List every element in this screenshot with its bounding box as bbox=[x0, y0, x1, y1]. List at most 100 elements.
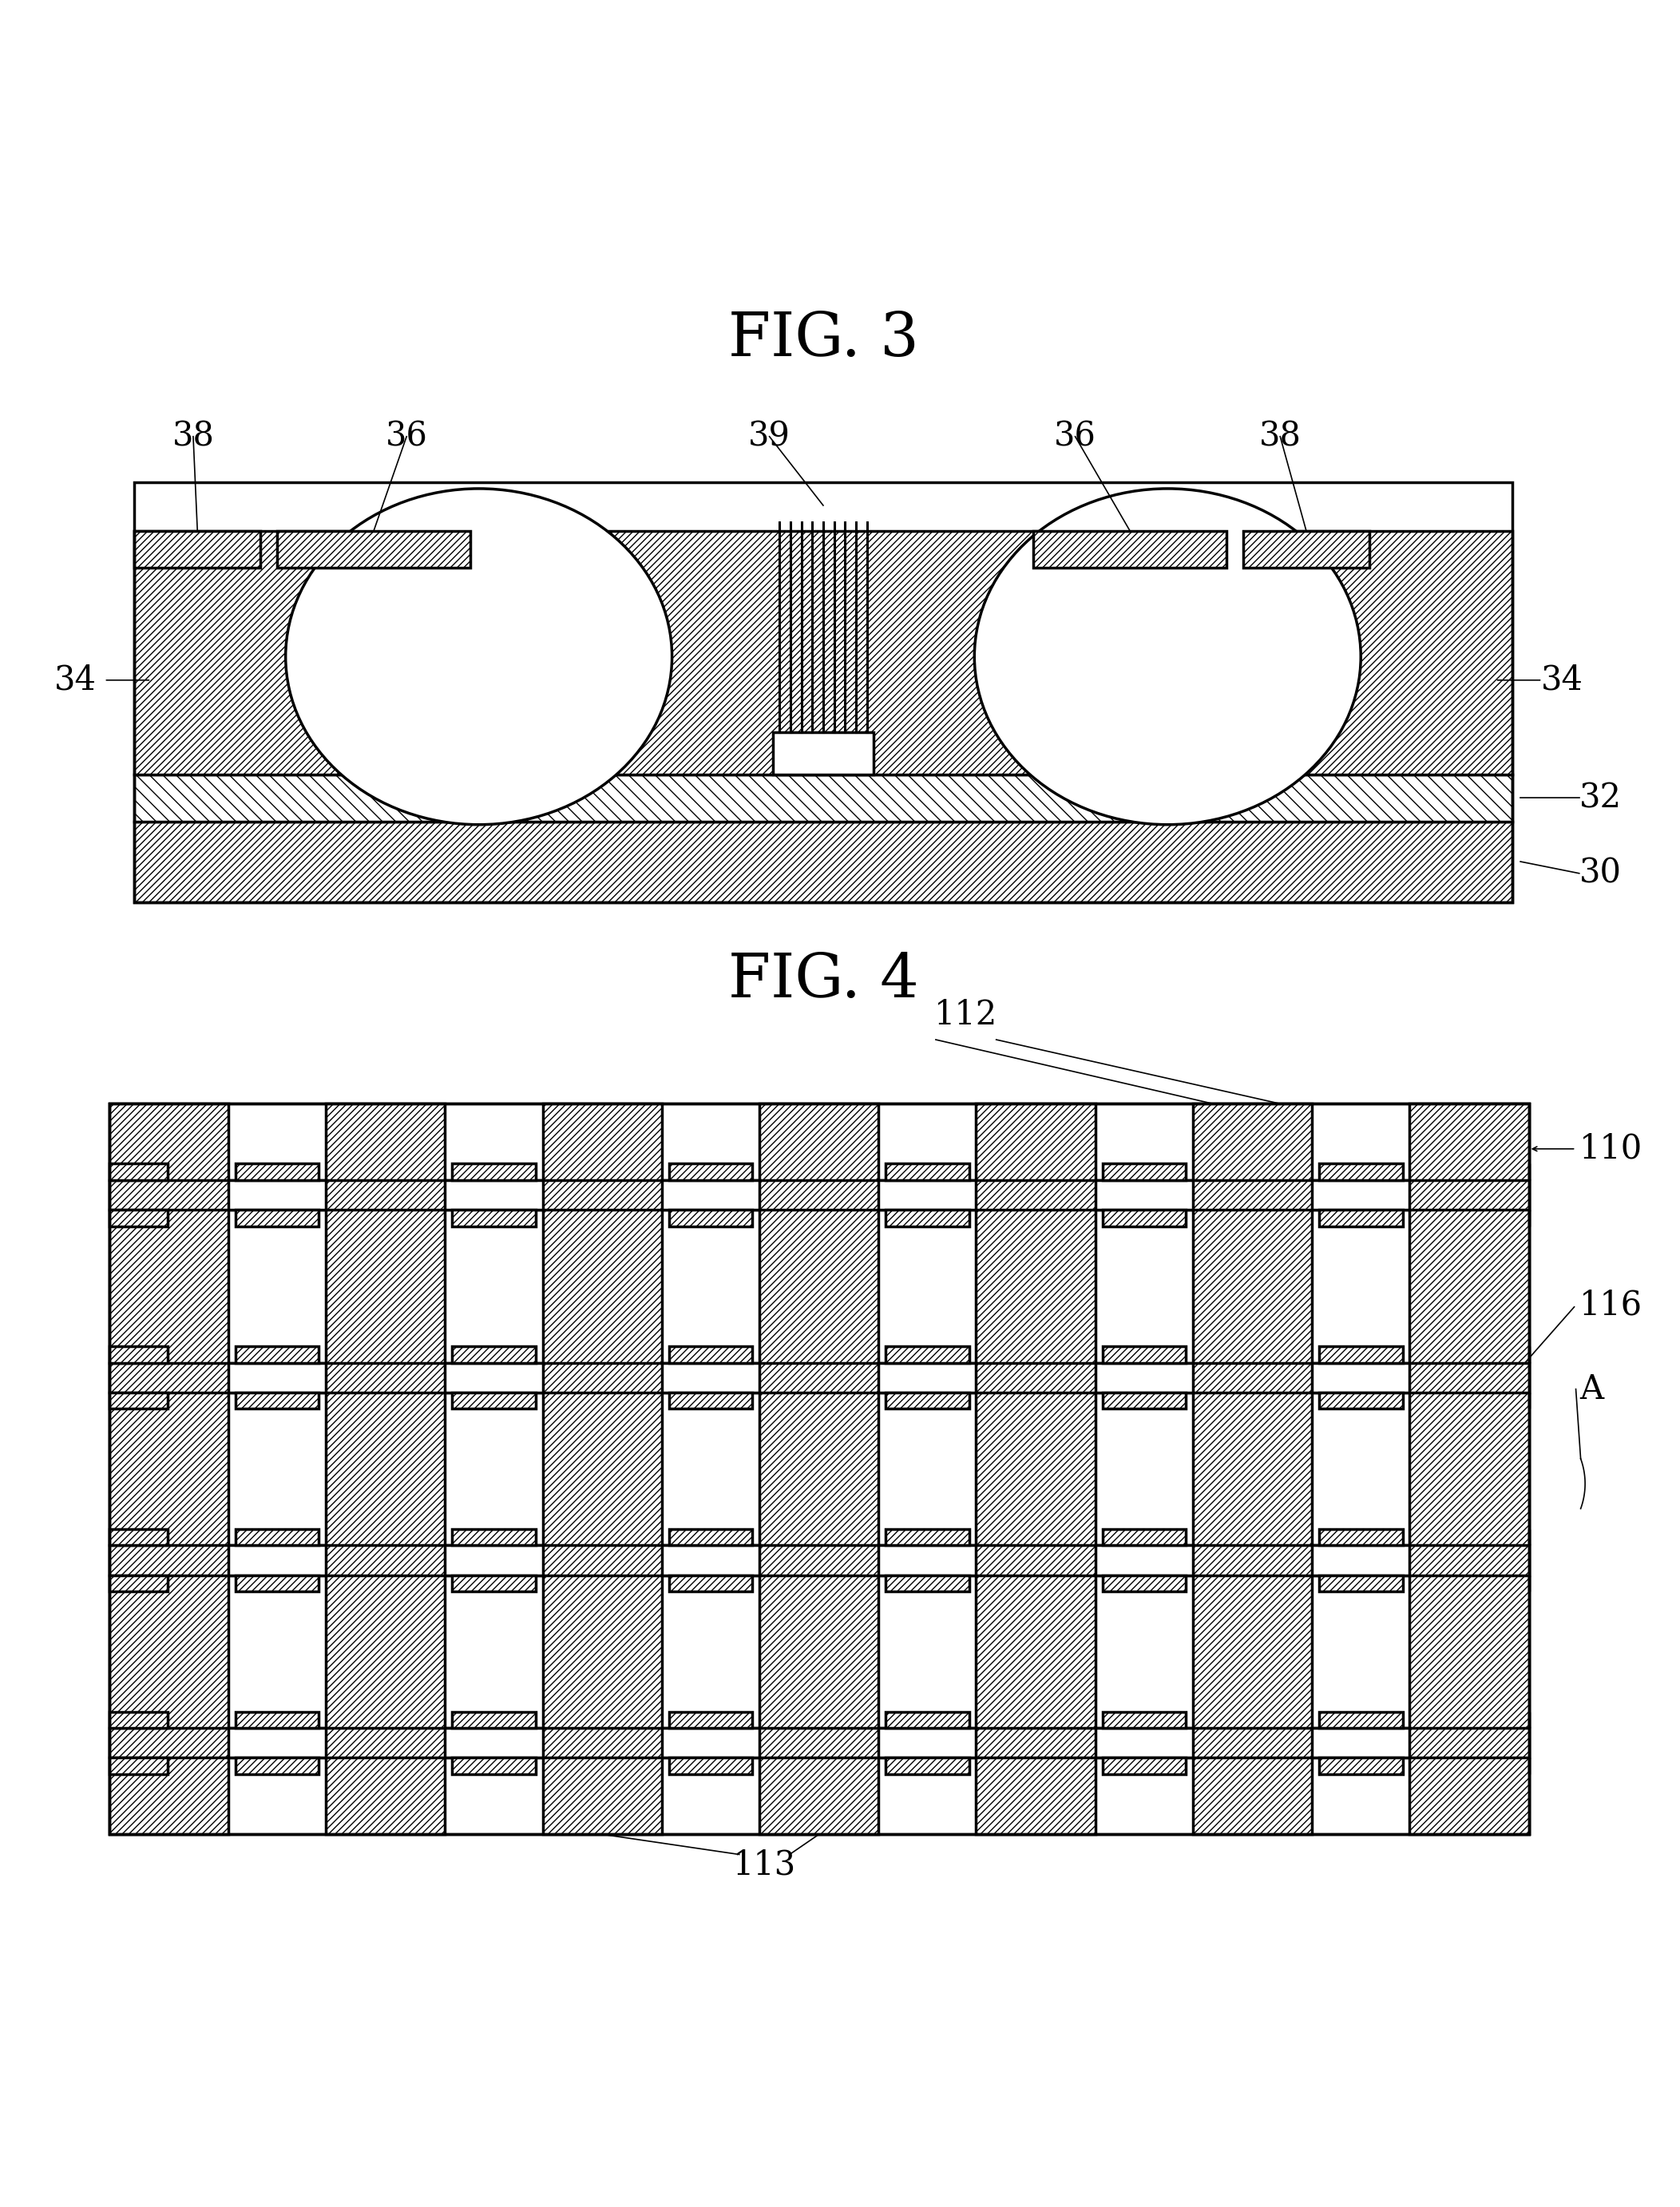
Bar bbox=[109, 1713, 168, 1728]
Ellipse shape bbox=[974, 488, 1361, 825]
Text: 113: 113 bbox=[732, 1847, 796, 1880]
Bar bbox=[109, 1362, 1529, 1393]
Bar bbox=[976, 1104, 1095, 1834]
Bar bbox=[235, 1393, 319, 1408]
Bar bbox=[452, 1393, 536, 1408]
Bar bbox=[1319, 1346, 1403, 1362]
Bar bbox=[452, 1346, 536, 1362]
Bar bbox=[1319, 1163, 1403, 1181]
Bar bbox=[235, 1757, 319, 1774]
Bar bbox=[1319, 1163, 1403, 1181]
Bar bbox=[1243, 530, 1369, 567]
Bar bbox=[1319, 1757, 1403, 1774]
Bar bbox=[1319, 1529, 1403, 1545]
Bar bbox=[1102, 1163, 1186, 1181]
Bar bbox=[879, 1181, 976, 1209]
Bar bbox=[228, 1545, 326, 1576]
Bar bbox=[1319, 1757, 1403, 1774]
Bar bbox=[879, 1728, 976, 1757]
Bar bbox=[109, 1104, 228, 1834]
Bar bbox=[885, 1163, 969, 1181]
Bar bbox=[669, 1209, 753, 1227]
Bar bbox=[109, 1576, 168, 1591]
Text: 116: 116 bbox=[1579, 1289, 1643, 1322]
Bar bbox=[109, 1104, 228, 1834]
Bar bbox=[1102, 1529, 1186, 1545]
Bar bbox=[228, 1728, 326, 1757]
Bar bbox=[669, 1393, 753, 1408]
Bar bbox=[1410, 1104, 1529, 1834]
Bar bbox=[1102, 1713, 1186, 1728]
Bar bbox=[1312, 1362, 1410, 1393]
Bar bbox=[134, 530, 260, 567]
Bar bbox=[885, 1346, 969, 1362]
Bar bbox=[1033, 530, 1226, 567]
Bar bbox=[326, 1104, 445, 1834]
Bar bbox=[1033, 530, 1226, 567]
Bar bbox=[879, 1362, 976, 1393]
Bar bbox=[669, 1757, 753, 1774]
Bar bbox=[228, 1362, 326, 1393]
Bar bbox=[109, 1346, 168, 1362]
Bar bbox=[109, 1545, 1529, 1576]
Bar bbox=[134, 821, 1512, 903]
Bar bbox=[1102, 1393, 1186, 1408]
Bar bbox=[452, 1529, 536, 1545]
Bar bbox=[109, 1209, 168, 1227]
Bar bbox=[452, 1757, 536, 1774]
Bar bbox=[1102, 1209, 1186, 1227]
Bar bbox=[109, 1163, 168, 1181]
Bar bbox=[1319, 1346, 1403, 1362]
Bar bbox=[235, 1529, 319, 1545]
Ellipse shape bbox=[286, 488, 672, 825]
Bar bbox=[445, 1362, 543, 1393]
Bar bbox=[669, 1209, 753, 1227]
Bar bbox=[885, 1209, 969, 1227]
Bar bbox=[134, 481, 1512, 903]
Bar bbox=[1095, 1728, 1193, 1757]
Bar bbox=[235, 1209, 319, 1227]
Bar bbox=[109, 1181, 1529, 1209]
Bar bbox=[662, 1181, 759, 1209]
Bar bbox=[452, 1713, 536, 1728]
Bar bbox=[1102, 1576, 1186, 1591]
Bar bbox=[1312, 1181, 1410, 1209]
Text: 36: 36 bbox=[385, 419, 428, 452]
Bar bbox=[1102, 1163, 1186, 1181]
Bar bbox=[109, 1104, 1529, 1834]
Bar bbox=[885, 1393, 969, 1408]
Bar bbox=[1102, 1209, 1186, 1227]
Bar bbox=[1319, 1209, 1403, 1227]
Bar bbox=[662, 1545, 759, 1576]
Bar bbox=[452, 1209, 536, 1227]
Bar bbox=[109, 1713, 168, 1728]
Text: 34: 34 bbox=[54, 664, 97, 697]
Bar bbox=[235, 1757, 319, 1774]
Bar bbox=[134, 530, 1512, 775]
Bar bbox=[109, 1529, 168, 1545]
Bar bbox=[662, 1728, 759, 1757]
Bar bbox=[109, 1163, 168, 1181]
Bar bbox=[669, 1163, 753, 1181]
Bar bbox=[109, 1757, 168, 1774]
Bar bbox=[109, 1529, 168, 1545]
Text: A: A bbox=[1579, 1373, 1603, 1406]
Bar bbox=[669, 1346, 753, 1362]
Bar bbox=[235, 1346, 319, 1362]
Bar bbox=[134, 821, 1512, 903]
Bar bbox=[452, 1163, 536, 1181]
Bar bbox=[277, 530, 470, 567]
Bar bbox=[134, 530, 260, 567]
Bar bbox=[669, 1576, 753, 1591]
Bar bbox=[228, 1181, 326, 1209]
Bar bbox=[1102, 1713, 1186, 1728]
Bar bbox=[109, 1209, 168, 1227]
Bar bbox=[452, 1209, 536, 1227]
Text: 110: 110 bbox=[1579, 1132, 1643, 1165]
Bar bbox=[235, 1163, 319, 1181]
Text: 34: 34 bbox=[1541, 664, 1584, 697]
Bar bbox=[1102, 1757, 1186, 1774]
Bar bbox=[885, 1529, 969, 1545]
Bar bbox=[452, 1713, 536, 1728]
Bar bbox=[1102, 1576, 1186, 1591]
